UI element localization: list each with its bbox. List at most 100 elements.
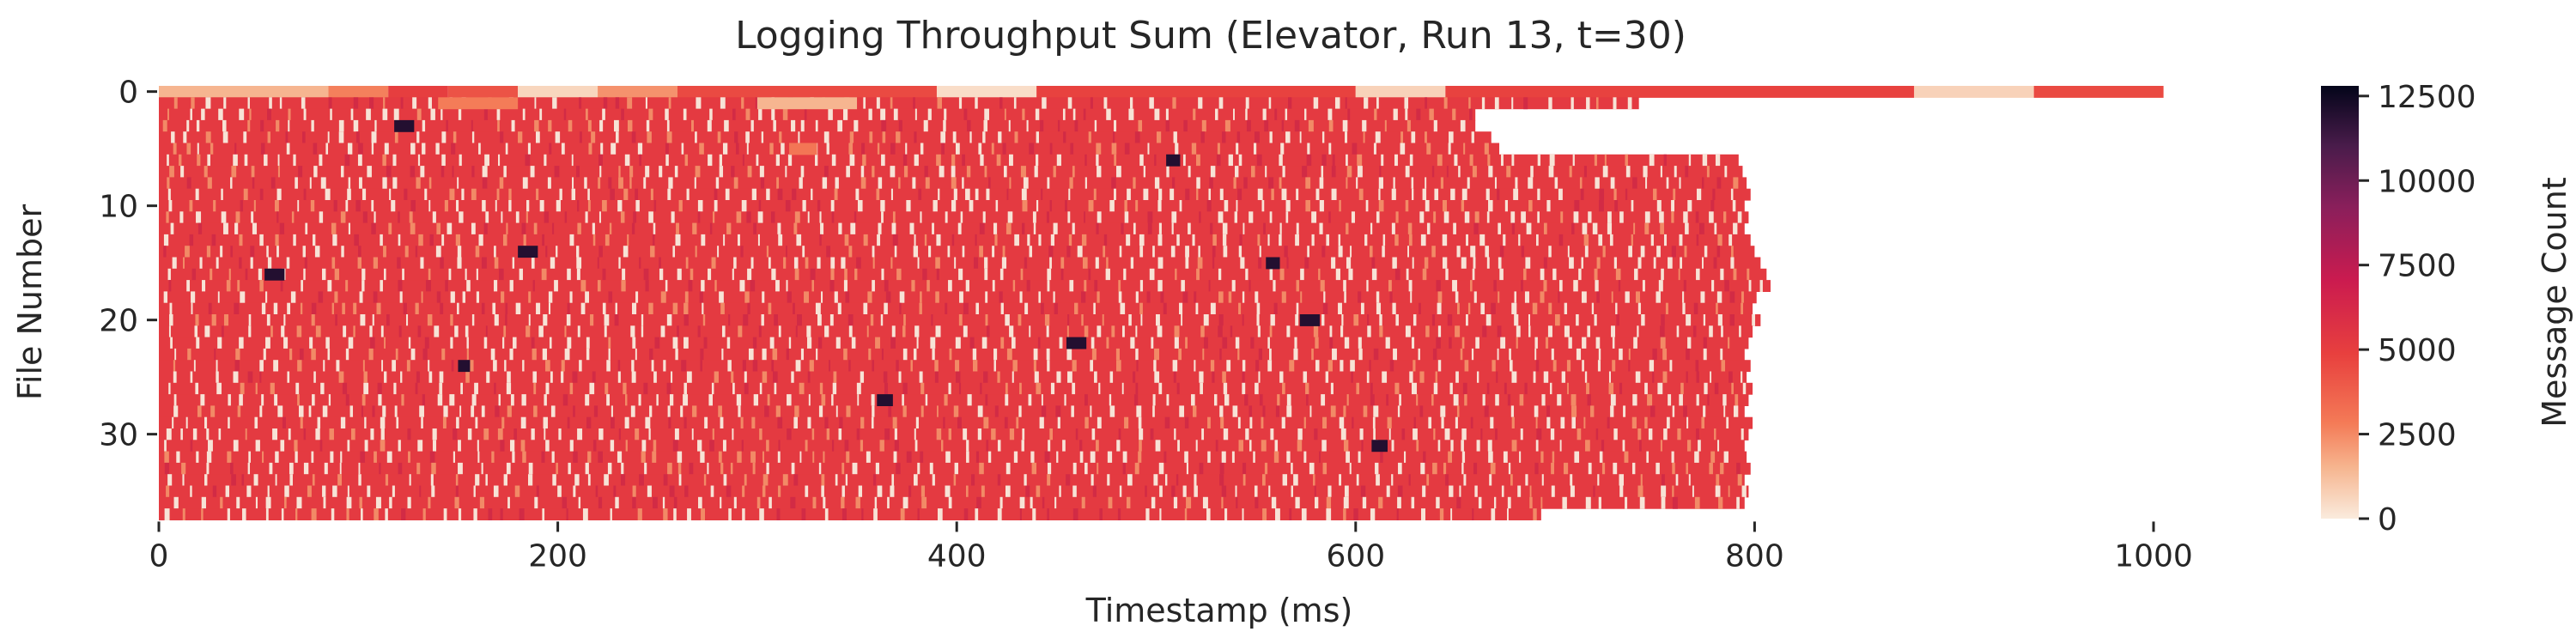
- heatmap-cell: [994, 234, 998, 246]
- heatmap-cell: [432, 211, 436, 224]
- heatmap-cell: [1130, 337, 1135, 349]
- heatmap-cell: [1152, 246, 1155, 258]
- heatmap-cell: [1371, 268, 1377, 281]
- heatmap-cell: [511, 119, 515, 132]
- heatmap-cell: [1133, 177, 1136, 190]
- heatmap-cell: [1270, 314, 1275, 326]
- heatmap-cell: [756, 496, 761, 509]
- heatmap-cell: [318, 291, 324, 304]
- heatmap-cell: [187, 348, 191, 361]
- heatmap-cell: [1322, 462, 1327, 475]
- heatmap-cell: [631, 131, 636, 144]
- heatmap-cell: [221, 188, 223, 201]
- heatmap-cell: [1637, 257, 1642, 270]
- heatmap-cell: [392, 154, 397, 167]
- heatmap-cell: [374, 211, 376, 224]
- heatmap-cell: [409, 211, 413, 224]
- heatmap-cell: [534, 97, 537, 110]
- heatmap-cell: [1218, 211, 1224, 224]
- heatmap-cell: [1737, 211, 1742, 224]
- heatmap-cell: [1536, 428, 1542, 440]
- heatmap-cell: [401, 508, 406, 520]
- heatmap-cell: [485, 325, 488, 338]
- heatmap-cell: [478, 234, 483, 246]
- heatmap-cell: [247, 119, 251, 132]
- heatmap-cell: [789, 143, 817, 155]
- heatmap-cell: [1351, 371, 1353, 384]
- heatmap-row: [159, 131, 1492, 144]
- heatmap-cell: [320, 382, 325, 395]
- heatmap-cell: [769, 496, 772, 509]
- heatmap-cell: [1321, 314, 1325, 326]
- heatmap-cell: [180, 166, 185, 178]
- heatmap-cell: [892, 211, 896, 224]
- heatmap-cell: [228, 268, 231, 281]
- heatmap-cell: [1404, 97, 1409, 110]
- heatmap-cell: [954, 257, 957, 270]
- heatmap-cell: [230, 177, 233, 190]
- heatmap-cell: [417, 154, 421, 167]
- heatmap-cell: [1122, 462, 1126, 475]
- heatmap-cell: [167, 108, 169, 121]
- heatmap-cell: [823, 496, 826, 509]
- heatmap-cell: [167, 154, 169, 167]
- heatmap-cell: [1009, 325, 1014, 338]
- heatmap-cell: [1511, 440, 1517, 453]
- heatmap-cell: [821, 291, 823, 304]
- heatmap-cell: [805, 257, 809, 270]
- heatmap-cell: [428, 360, 430, 373]
- heatmap-cell: [815, 119, 818, 132]
- heatmap-cell: [315, 325, 321, 338]
- heatmap-cell: [1096, 154, 1099, 167]
- heatmap-cell: [1050, 382, 1055, 395]
- heatmap-cell: [786, 348, 789, 361]
- heatmap-cell: [703, 474, 707, 487]
- heatmap-cell: [1656, 291, 1661, 304]
- heatmap-cell: [1057, 119, 1060, 132]
- heatmap-cell: [856, 257, 861, 270]
- heatmap-cell: [195, 188, 199, 201]
- heatmap-cell: [481, 462, 483, 475]
- heatmap-cell: [1072, 360, 1077, 373]
- heatmap-cell: [683, 382, 688, 395]
- heatmap-cell: [1038, 234, 1042, 246]
- heatmap-cell: [548, 291, 553, 304]
- heatmap-cell: [1103, 234, 1108, 246]
- heatmap-cell: [1411, 382, 1418, 395]
- heatmap-cell: [1534, 337, 1538, 349]
- heatmap-cell: [1094, 371, 1097, 384]
- heatmap-cell: [459, 405, 462, 418]
- heatmap-cell: [475, 416, 478, 429]
- heatmap-cell: [523, 234, 526, 246]
- heatmap-cell: [1054, 496, 1057, 509]
- heatmap-cell: [450, 314, 453, 326]
- heatmap-row-fill: [159, 474, 1745, 487]
- heatmap-cell: [793, 416, 799, 429]
- heatmap-cell: [441, 348, 446, 361]
- heatmap-cell: [1352, 143, 1358, 155]
- heatmap-cell: [884, 428, 890, 440]
- heatmap-row: [159, 166, 1743, 178]
- heatmap-cell: [887, 496, 890, 509]
- heatmap-cell: [1286, 394, 1291, 406]
- heatmap-cell: [1311, 211, 1317, 224]
- heatmap-cell: [1188, 222, 1191, 235]
- heatmap-cell: [1696, 268, 1700, 281]
- heatmap-cell: [1059, 485, 1061, 498]
- heatmap-cell: [750, 451, 756, 464]
- heatmap-cell: [446, 119, 448, 132]
- heatmap-cell: [1737, 474, 1742, 487]
- heatmap-cell: [1478, 496, 1482, 509]
- heatmap-cell: [1595, 337, 1601, 349]
- heatmap-cell: [1419, 405, 1424, 418]
- heatmap-cell: [1201, 119, 1206, 132]
- heatmap-cell: [1266, 257, 1280, 270]
- heatmap-cell: [696, 97, 702, 110]
- heatmap-cell: [567, 268, 571, 281]
- heatmap-cell: [585, 291, 590, 304]
- heatmap-row: [159, 97, 1639, 110]
- heatmap-cell: [955, 143, 960, 155]
- heatmap-cell: [518, 131, 523, 144]
- heatmap-cell: [1595, 97, 1599, 110]
- heatmap-cell: [503, 474, 507, 487]
